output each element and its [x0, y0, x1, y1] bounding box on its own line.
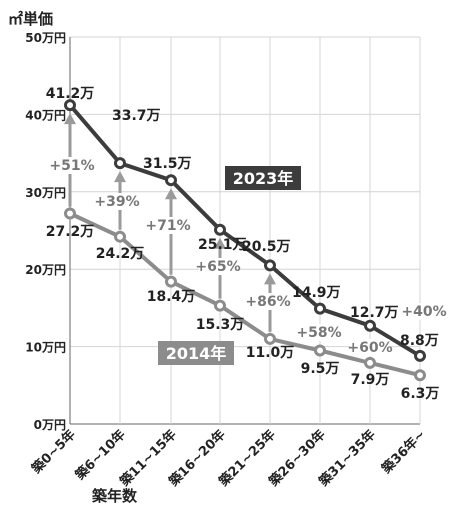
change-arrow-head: [264, 273, 276, 285]
change-arrow-head: [64, 113, 76, 125]
y-axis-title: ㎡単価: [8, 10, 53, 28]
data-point: [414, 369, 426, 382]
value-label-2014: 15.3万: [196, 317, 245, 333]
data-point: [364, 319, 376, 332]
change-arrow-head: [214, 237, 226, 249]
data-point: [214, 299, 226, 312]
change-label-bg: [198, 258, 238, 275]
series-line-2023: [68, 103, 422, 358]
y-tick-label: 40万円: [25, 108, 66, 122]
change-label: +60%: [347, 340, 392, 356]
data-point: [64, 99, 76, 112]
change-label-bg: [299, 324, 339, 341]
data-point: [214, 223, 226, 236]
data-point: [314, 344, 326, 357]
value-label-2014: 7.9万: [351, 372, 390, 388]
value-label-2023: 33.7万: [112, 108, 161, 124]
data-point: [364, 356, 376, 369]
series-line-2014: [69, 211, 421, 378]
value-label-2014: 9.5万: [301, 361, 340, 377]
change-label: +58%: [296, 325, 341, 341]
value-label-2023: 25.1万: [198, 237, 247, 253]
legend-badge-2023: [225, 166, 301, 190]
y-tick-label: 20万円: [25, 263, 66, 277]
value-label-2023: 41.2万: [46, 86, 95, 102]
data-point: [314, 302, 326, 315]
change-label-bg: [97, 193, 137, 210]
change-label-bg: [404, 303, 444, 320]
value-label-2014: 11.0万: [246, 345, 295, 361]
value-label-2023: 20.5万: [242, 239, 291, 255]
data-point: [264, 259, 276, 272]
change-label: +65%: [195, 259, 240, 275]
value-label-2023: 31.5万: [143, 156, 192, 172]
change-label-bg: [52, 157, 92, 174]
value-label-2014: 27.2万: [46, 224, 95, 240]
value-label-2023: 14.9万: [292, 285, 341, 301]
value-label-2023: 12.7万: [350, 305, 399, 321]
legend-badge-2023-label: 2023年: [233, 169, 294, 188]
y-tick-label: 30万円: [25, 186, 66, 200]
change-label-bg: [248, 293, 288, 310]
change-arrow-head: [114, 171, 126, 183]
x-tick-label: 築0~5年: [28, 427, 79, 478]
x-tick-label: 築36年~: [378, 427, 429, 478]
data-point: [114, 157, 126, 170]
value-label-2014: 24.2万: [96, 246, 145, 262]
value-label-2014: 6.3万: [401, 386, 440, 402]
x-axis-title: 築年数: [91, 487, 138, 505]
legend-badge-2014: [158, 341, 234, 365]
data-point: [165, 174, 177, 187]
change-label: +51%: [49, 158, 94, 174]
change-label-bg: [350, 339, 390, 356]
data-point: [414, 349, 426, 362]
data-point: [114, 230, 126, 243]
change-label-bg: [148, 217, 188, 234]
change-arrow-head: [165, 188, 177, 200]
value-label-2014: 18.4万: [147, 289, 196, 305]
data-point: [264, 332, 276, 345]
change-label: +86%: [245, 294, 290, 310]
legend-badge-2014-label: 2014年: [166, 344, 227, 363]
change-label: +39%: [94, 194, 139, 210]
value-label-2023: 8.8万: [400, 333, 439, 349]
y-tick-label: 10万円: [25, 341, 66, 355]
data-point: [165, 275, 177, 288]
y-tick-label: 50万円: [25, 31, 66, 45]
y-tick-label: 0万円: [34, 418, 66, 432]
change-label: +71%: [145, 218, 190, 234]
data-point: [64, 207, 76, 220]
change-label: +40%: [401, 304, 446, 320]
